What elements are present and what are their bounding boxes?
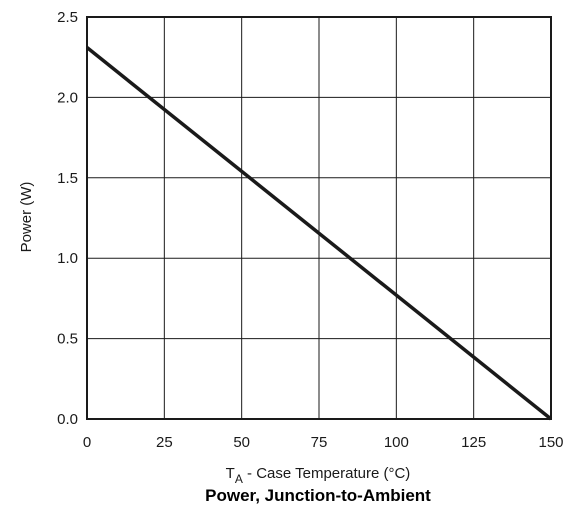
y-tick-labels: 0.0 0.5 1.0 1.5 2.0 2.5 (57, 9, 78, 428)
plot-frame (86, 16, 552, 420)
x-tick-label-1: 25 (156, 434, 173, 451)
x-axis-label-subscript: A (235, 472, 243, 486)
y-tick-label-3: 1.5 (57, 170, 78, 187)
chart-title: Power, Junction-to-Ambient (205, 486, 431, 505)
x-tick-label-0: 0 (83, 434, 91, 451)
y-tick-label-4: 2.0 (57, 89, 78, 106)
series-group (85, 46, 553, 421)
x-tick-label-4: 100 (384, 434, 409, 451)
x-tick-labels: 0 25 50 75 100 125 150 (83, 434, 564, 451)
x-tick-label-3: 75 (311, 434, 328, 451)
y-tick-label-5: 2.5 (57, 9, 78, 26)
series-line-0 (85, 46, 553, 421)
y-tick-label-1: 0.5 (57, 331, 78, 348)
x-axis-label-rest: - Case Temperature (°C) (243, 465, 410, 482)
x-tick-label-5: 125 (461, 434, 486, 451)
y-axis-label: Power (W) (18, 182, 35, 253)
y-tick-label-0: 0.0 (57, 411, 78, 428)
x-axis-label-main: T (226, 465, 235, 482)
x-axis-label: TA - Case Temperature (°C) (226, 465, 411, 486)
grid (86, 16, 552, 420)
x-tick-label-6: 150 (538, 434, 563, 451)
x-tick-label-2: 50 (233, 434, 250, 451)
y-tick-label-2: 1.0 (57, 250, 78, 267)
